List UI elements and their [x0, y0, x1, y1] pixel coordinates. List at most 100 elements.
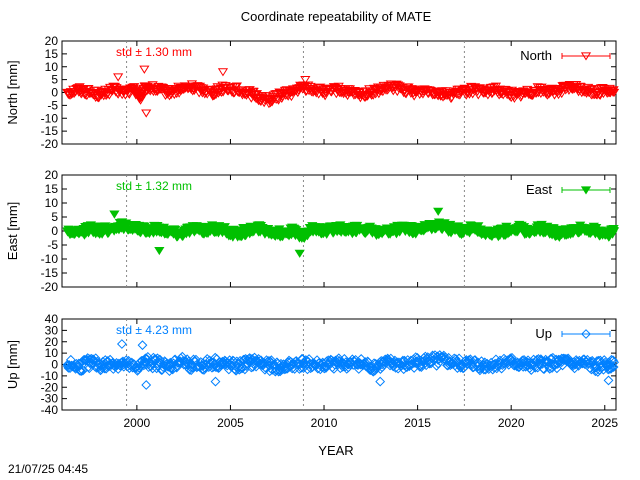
series-point [567, 83, 579, 92]
series-point [208, 88, 219, 98]
y-axis-label: North [mm] [5, 60, 20, 124]
y-tick-label: -20 [41, 380, 59, 394]
data-point [297, 354, 308, 364]
series-point [298, 83, 309, 92]
series-point [376, 230, 388, 239]
series-point [152, 358, 163, 369]
series-point [354, 224, 365, 233]
series-point [152, 224, 163, 233]
series-point [197, 227, 208, 236]
std-annotation: std ± 1.30 mm [116, 45, 192, 59]
x-tick-label: 2005 [217, 416, 244, 430]
outlier-point [433, 207, 444, 216]
data-point [177, 351, 188, 362]
data-point [360, 357, 371, 368]
series-point [523, 360, 533, 371]
series-point [96, 91, 107, 100]
data-point [537, 358, 548, 369]
series-point [478, 360, 489, 371]
data-point [515, 357, 525, 368]
series-point [511, 358, 522, 369]
y-axis-label: Up [mm] [5, 340, 20, 389]
series-point [264, 96, 275, 105]
outlier-point [116, 339, 127, 349]
std-annotation: std ± 4.23 mm [116, 323, 192, 337]
y-tick-label: 15 [45, 182, 59, 196]
data-point [556, 89, 567, 99]
series-point [175, 356, 185, 366]
y-axis-label: East [mm] [5, 202, 20, 261]
series-point [376, 86, 388, 95]
series-point [579, 224, 590, 233]
series-point [466, 86, 477, 95]
series-point [399, 224, 410, 233]
data-point [416, 89, 427, 98]
data-point [80, 91, 91, 100]
legend-label: North [520, 48, 552, 63]
y-tick-label: 5 [51, 210, 58, 224]
series-point [388, 227, 399, 236]
series-point [534, 224, 545, 233]
data-point [506, 93, 517, 103]
series-point [107, 86, 118, 95]
series-point [466, 224, 477, 233]
outlier-point [137, 340, 148, 351]
outlier-point [113, 73, 124, 82]
series-point [433, 88, 444, 98]
series-point [522, 88, 534, 98]
outlier-point [141, 109, 152, 118]
series-point [601, 230, 612, 239]
series-point [556, 86, 567, 95]
series-point [354, 358, 365, 369]
series-point [62, 359, 73, 370]
data-point [431, 360, 442, 371]
data-point [142, 351, 153, 362]
series-point [118, 359, 129, 370]
data-point [608, 86, 619, 95]
legend-label: Up [535, 326, 552, 341]
series-point [377, 359, 387, 370]
series-point [590, 88, 601, 98]
series-point [208, 357, 219, 368]
series-point [264, 227, 275, 236]
timestamp: 21/07/25 04:45 [8, 462, 88, 476]
series-point [129, 86, 141, 95]
x-axis-label: YEAR [318, 443, 353, 458]
series-point [219, 359, 230, 370]
data-point [594, 365, 605, 375]
series-point [219, 83, 230, 92]
data-point [199, 363, 210, 373]
x-tick-label: 2020 [498, 416, 525, 430]
series-point [410, 88, 421, 98]
series-point [141, 357, 152, 368]
series-point [253, 94, 264, 103]
series-point [320, 88, 332, 98]
x-tick-label: 2000 [124, 416, 151, 430]
data-point [450, 354, 461, 364]
series-point [478, 88, 489, 98]
series-point [242, 358, 253, 369]
y-tick-label: -5 [47, 98, 58, 112]
y-tick-label: 5 [51, 73, 58, 87]
series-point [309, 86, 320, 95]
data-point [596, 358, 606, 368]
series-point [152, 86, 163, 95]
series-point [118, 221, 129, 230]
series-point [534, 359, 545, 370]
series-point [399, 360, 410, 371]
data-point [319, 92, 331, 101]
y-tick-label: -30 [41, 392, 59, 406]
series-point [107, 224, 118, 233]
outlier-point [217, 68, 229, 77]
series-point [545, 88, 556, 98]
series-point [579, 358, 590, 369]
series-point [320, 360, 331, 371]
data-point [167, 364, 178, 375]
x-tick-label: 2010 [311, 416, 338, 430]
series-point [568, 359, 578, 370]
series-point [298, 358, 309, 369]
series-point [208, 224, 219, 233]
